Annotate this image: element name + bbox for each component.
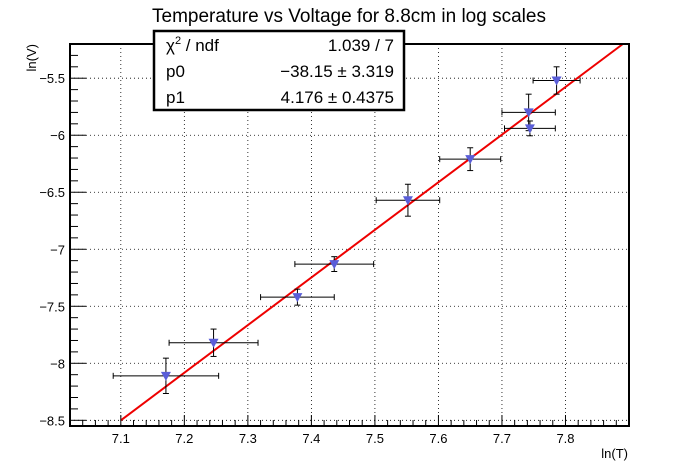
data-point bbox=[532, 66, 581, 95]
stats-value: 4.176 ± 0.4375 bbox=[281, 88, 394, 107]
y-tick-label: −7 bbox=[50, 242, 65, 257]
data-point bbox=[375, 183, 441, 217]
x-tick-label: 7.1 bbox=[112, 431, 130, 446]
marker-triangle bbox=[208, 338, 219, 348]
data-point bbox=[168, 328, 259, 357]
marker-triangle bbox=[551, 76, 562, 86]
data-points-layer bbox=[112, 66, 581, 395]
data-point bbox=[112, 357, 220, 395]
x-tick-label: 7.8 bbox=[556, 431, 574, 446]
marker-triangle bbox=[329, 260, 340, 270]
marker-triangle bbox=[523, 108, 534, 118]
axis-ticks: 7.1 7.2 7.3 7.4 7.5 7.6 7.7 7.8 −8.5 −8 −7.5 −7 −6.5… bbox=[39, 43, 630, 446]
y-tick-label: −6.5 bbox=[39, 185, 65, 200]
data-point bbox=[439, 147, 502, 172]
x-tick-label: 7.5 bbox=[366, 431, 384, 446]
y-tick-label: −8 bbox=[50, 356, 65, 371]
y-tick-label: −5.5 bbox=[39, 71, 65, 86]
stats-label: p0 bbox=[166, 62, 185, 81]
marker-triangle bbox=[465, 155, 476, 165]
x-tick-label: 7.6 bbox=[429, 431, 447, 446]
x-tick-label: 7.4 bbox=[302, 431, 320, 446]
marker-triangle bbox=[160, 371, 171, 381]
stats-value: 1.039 / 7 bbox=[328, 36, 394, 55]
data-point bbox=[503, 120, 556, 137]
chart-title: Temperature vs Voltage for 8.8cm in log … bbox=[152, 6, 546, 27]
marker-triangle bbox=[292, 293, 303, 303]
stats-label: p1 bbox=[166, 88, 185, 107]
stats-box-frame bbox=[152, 29, 406, 112]
data-point bbox=[294, 256, 375, 272]
fit-statistics-box: χ2 / ndf 1.039 / 7 p0 −38.15 ± 3.319 p1 4.176… bbox=[152, 29, 406, 112]
x-tick-label: 7.2 bbox=[175, 431, 193, 446]
y-tick-label: −7.5 bbox=[39, 299, 65, 314]
x-tick-label: 7.7 bbox=[493, 431, 511, 446]
stats-value: −38.15 ± 3.319 bbox=[280, 62, 394, 81]
stats-label: χ2 / ndf bbox=[166, 35, 219, 55]
marker-triangle bbox=[402, 196, 413, 206]
fit-line-layer bbox=[120, 43, 624, 422]
y-tick-label: −6 bbox=[50, 128, 65, 143]
data-point bbox=[260, 288, 335, 306]
x-axis-label: ln(T) bbox=[601, 446, 628, 461]
fit-line bbox=[120, 43, 624, 422]
y-tick-label: −8.5 bbox=[39, 413, 65, 428]
y-axis-label: ln(V) bbox=[24, 44, 39, 71]
x-tick-label: 7.3 bbox=[239, 431, 257, 446]
marker-triangle bbox=[524, 124, 535, 134]
